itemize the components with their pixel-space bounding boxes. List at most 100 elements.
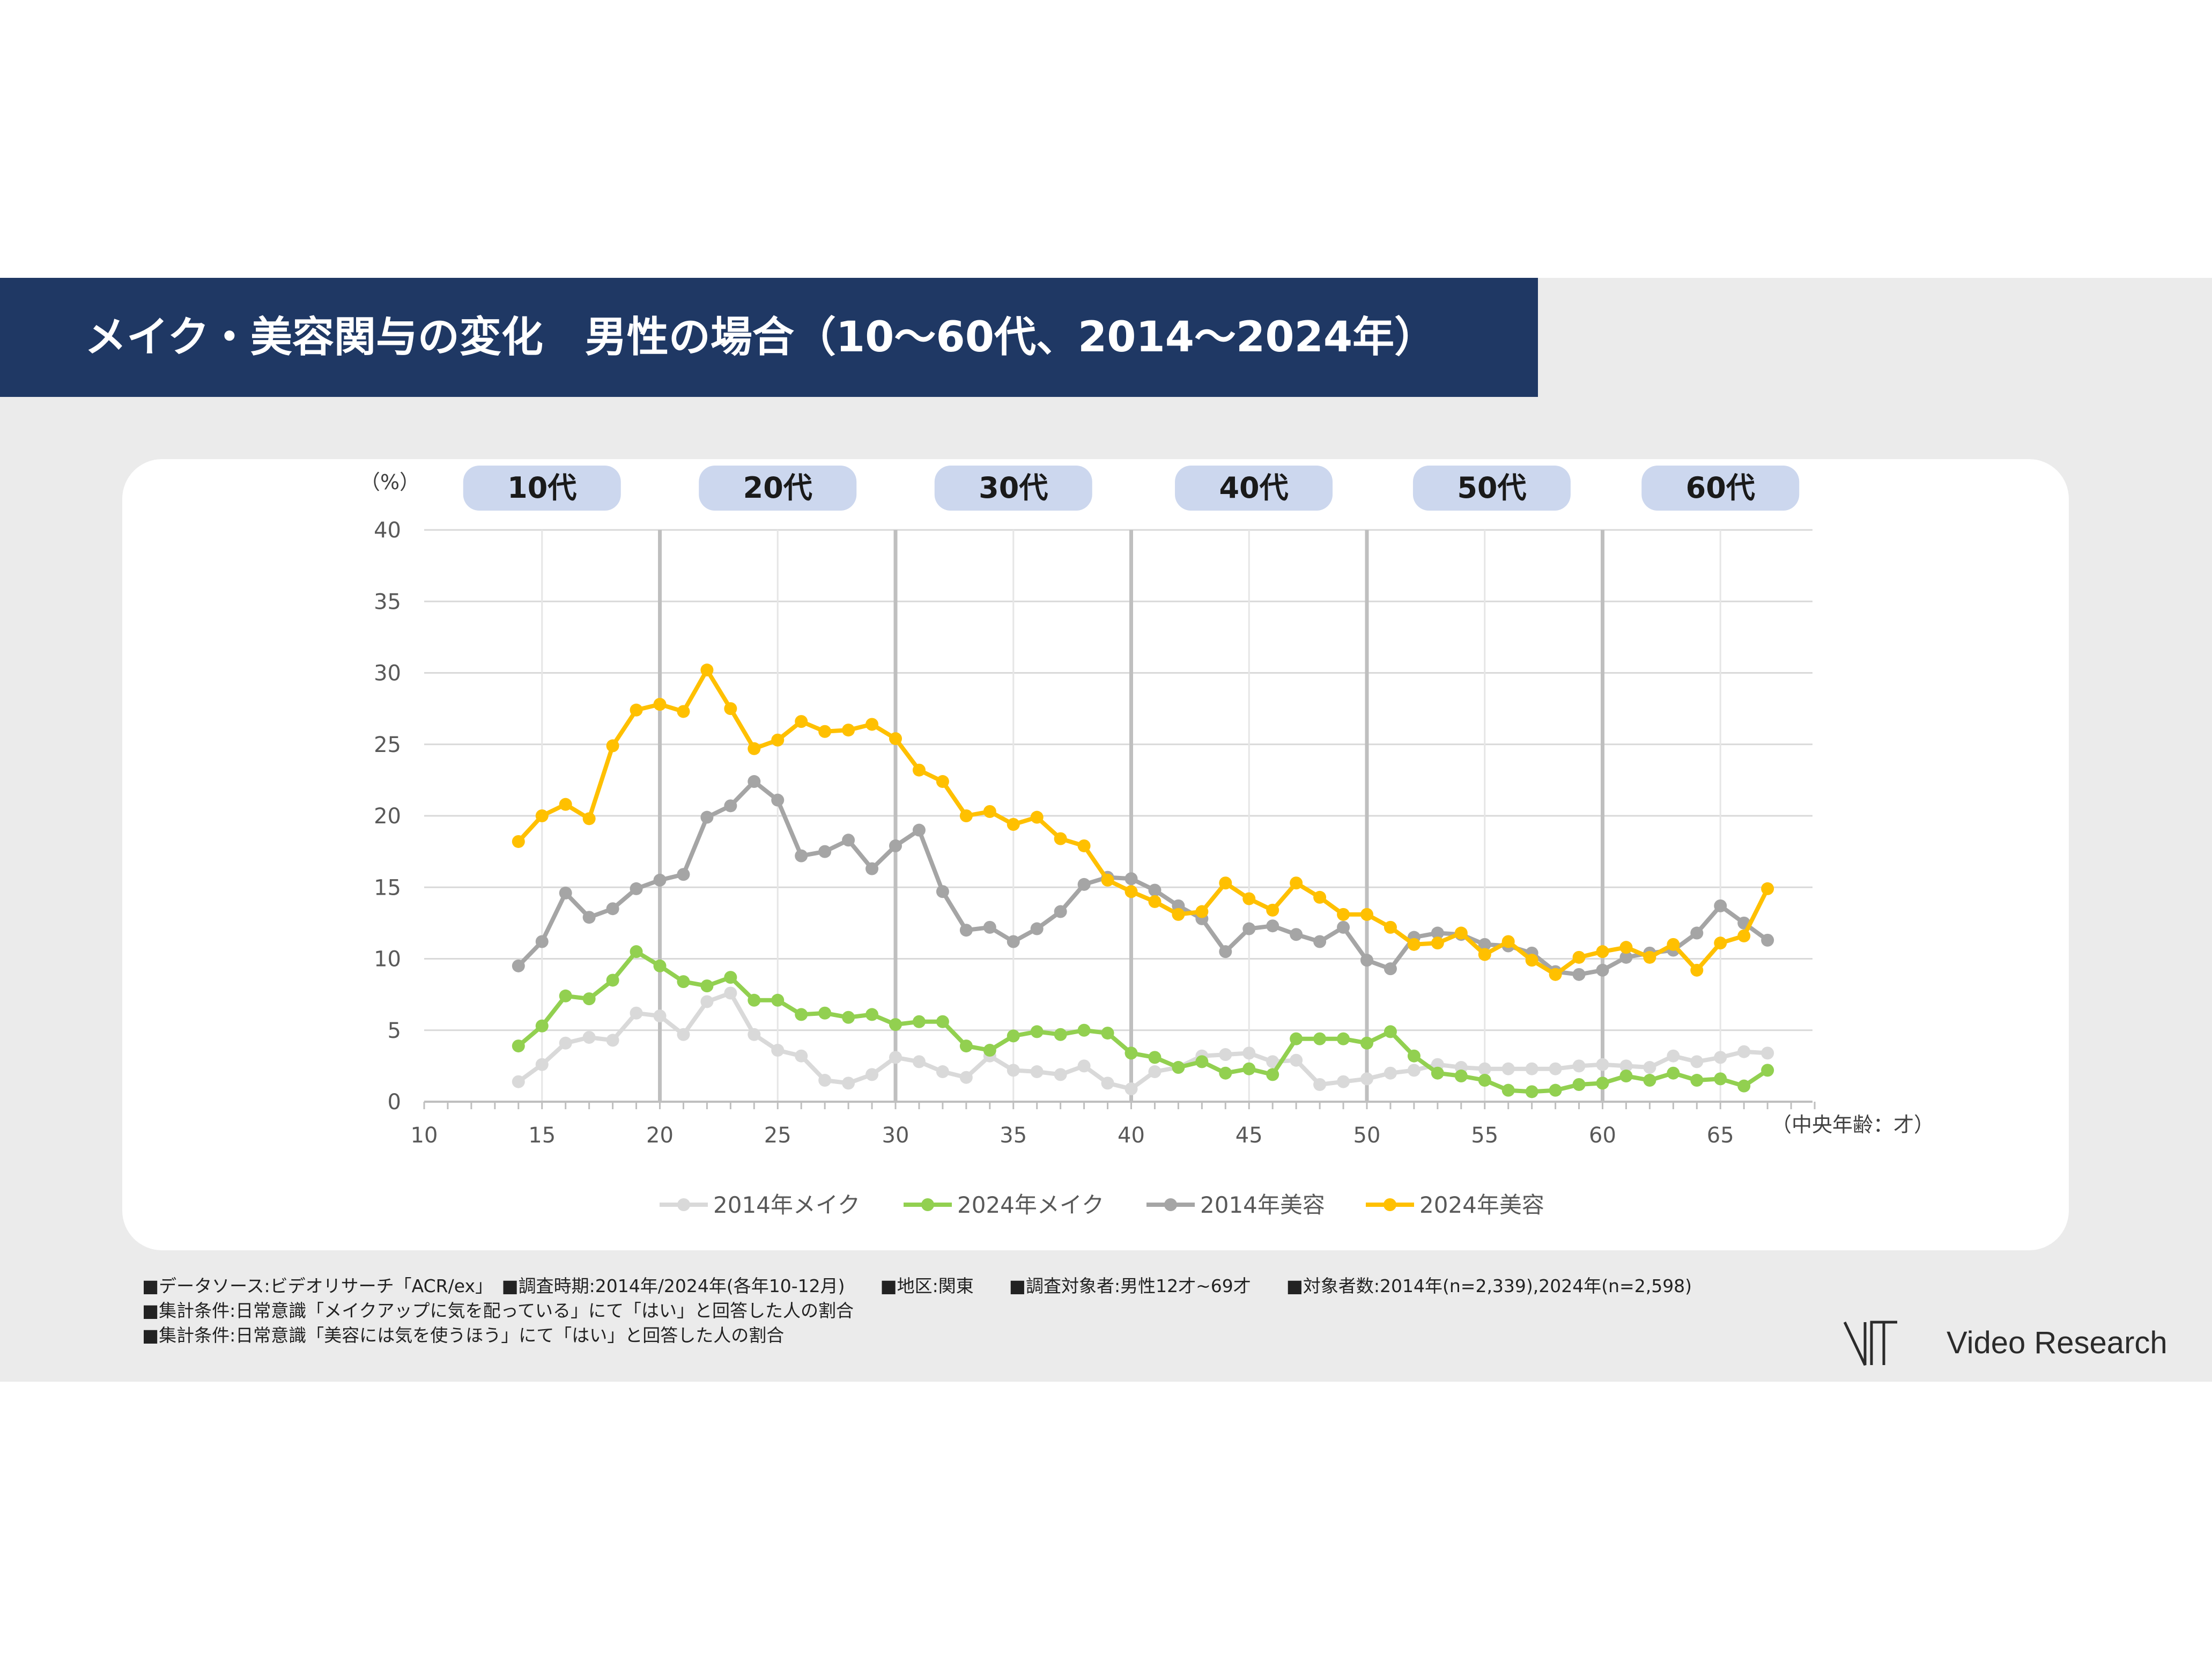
data-point-1 <box>700 979 714 993</box>
data-point-1 <box>1714 1072 1727 1086</box>
data-point-1 <box>1619 1070 1633 1083</box>
data-point-1 <box>535 1019 549 1033</box>
data-point-3 <box>1337 908 1350 921</box>
footnote-source: ■データソース:ビデオリサーチ「ACR/ex」 ■調査時期:2014年/2024… <box>142 1275 1692 1296</box>
data-point-1 <box>1030 1025 1044 1038</box>
data-point-3 <box>1195 905 1209 918</box>
data-point-0 <box>1501 1062 1515 1075</box>
data-point-2 <box>1596 963 1609 977</box>
data-point-3 <box>1549 968 1562 981</box>
logo-text: Video Research <box>1947 1325 2167 1360</box>
data-point-0 <box>795 1049 808 1063</box>
data-point-1 <box>582 992 596 1006</box>
data-point-1 <box>959 1039 973 1053</box>
legend-marker <box>921 1198 934 1211</box>
data-point-1 <box>653 959 667 972</box>
data-point-0 <box>1101 1076 1114 1090</box>
data-point-2 <box>1007 935 1020 948</box>
data-point-2 <box>1242 922 1256 935</box>
data-point-0 <box>582 1031 596 1044</box>
data-point-0 <box>700 995 714 1008</box>
data-point-1 <box>795 1008 808 1021</box>
data-point-1 <box>1501 1083 1515 1097</box>
data-point-0 <box>1007 1064 1020 1077</box>
data-point-0 <box>1690 1055 1704 1068</box>
data-point-2 <box>653 873 667 887</box>
data-point-3 <box>535 809 549 822</box>
data-point-0 <box>818 1074 832 1087</box>
data-point-3 <box>1501 935 1515 948</box>
data-point-1 <box>1643 1074 1656 1087</box>
data-point-3 <box>1407 938 1421 951</box>
data-point-1 <box>1290 1032 1303 1045</box>
data-point-0 <box>1714 1051 1727 1064</box>
data-point-3 <box>1290 876 1303 890</box>
data-point-2 <box>559 886 572 899</box>
age-group-pill <box>699 466 857 511</box>
data-point-3 <box>1219 876 1232 890</box>
data-point-1 <box>889 1018 902 1031</box>
data-point-1 <box>1690 1074 1704 1087</box>
data-point-0 <box>1737 1045 1751 1058</box>
data-point-0 <box>1384 1066 1397 1080</box>
legend-marker <box>677 1198 690 1211</box>
data-point-0 <box>1596 1058 1609 1071</box>
age-group-label: 40代 <box>1219 471 1288 505</box>
data-point-3 <box>1077 839 1091 852</box>
data-point-2 <box>1077 878 1091 891</box>
data-point-1 <box>865 1008 879 1021</box>
data-point-2 <box>700 810 714 824</box>
data-point-2 <box>512 959 525 972</box>
data-point-1 <box>630 945 643 958</box>
data-point-2 <box>606 902 619 916</box>
data-point-2 <box>1290 928 1303 941</box>
data-point-3 <box>1619 941 1633 954</box>
data-point-1 <box>606 974 619 987</box>
data-point-0 <box>559 1036 572 1050</box>
legend-label: 2014年メイク <box>713 1192 860 1218</box>
data-point-1 <box>748 993 761 1007</box>
data-point-2 <box>677 868 690 881</box>
data-point-3 <box>1030 810 1044 824</box>
data-point-1 <box>1761 1064 1774 1077</box>
age-group-label: 10代 <box>507 471 576 505</box>
data-point-0 <box>865 1068 879 1081</box>
data-point-3 <box>677 705 690 718</box>
data-point-2 <box>1219 945 1232 958</box>
age-group-label: 60代 <box>1686 471 1755 505</box>
data-point-2 <box>959 924 973 937</box>
data-point-3 <box>889 732 902 746</box>
x-tick-label: 50 <box>1353 1123 1381 1148</box>
age-group-pill <box>934 466 1092 511</box>
data-point-2 <box>795 849 808 862</box>
x-tick-label: 55 <box>1471 1123 1498 1148</box>
data-point-0 <box>1266 1055 1279 1068</box>
data-point-3 <box>630 703 643 717</box>
data-point-1 <box>559 989 572 1002</box>
data-point-2 <box>1148 883 1162 897</box>
x-tick-label: 15 <box>528 1123 556 1148</box>
data-point-3 <box>1431 937 1444 950</box>
data-point-3 <box>865 718 879 731</box>
data-point-3 <box>936 775 949 788</box>
x-tick-label: 20 <box>646 1123 674 1148</box>
data-point-0 <box>1077 1059 1091 1073</box>
data-point-2 <box>535 935 549 948</box>
chart-card <box>122 459 2069 1250</box>
data-point-3 <box>1360 908 1373 921</box>
data-point-3 <box>748 742 761 755</box>
data-point-3 <box>818 725 832 738</box>
y-tick-label: 20 <box>374 804 401 829</box>
data-point-1 <box>1242 1062 1256 1075</box>
data-point-2 <box>1054 905 1067 918</box>
data-point-0 <box>1148 1065 1162 1079</box>
data-point-0 <box>1619 1059 1633 1073</box>
data-point-3 <box>1761 882 1774 895</box>
data-point-1 <box>1384 1025 1397 1038</box>
data-point-3 <box>842 724 855 737</box>
data-point-3 <box>1125 885 1138 898</box>
x-tick-label: 45 <box>1236 1123 1263 1148</box>
y-tick-label: 0 <box>388 1090 401 1115</box>
data-point-3 <box>1054 832 1067 845</box>
